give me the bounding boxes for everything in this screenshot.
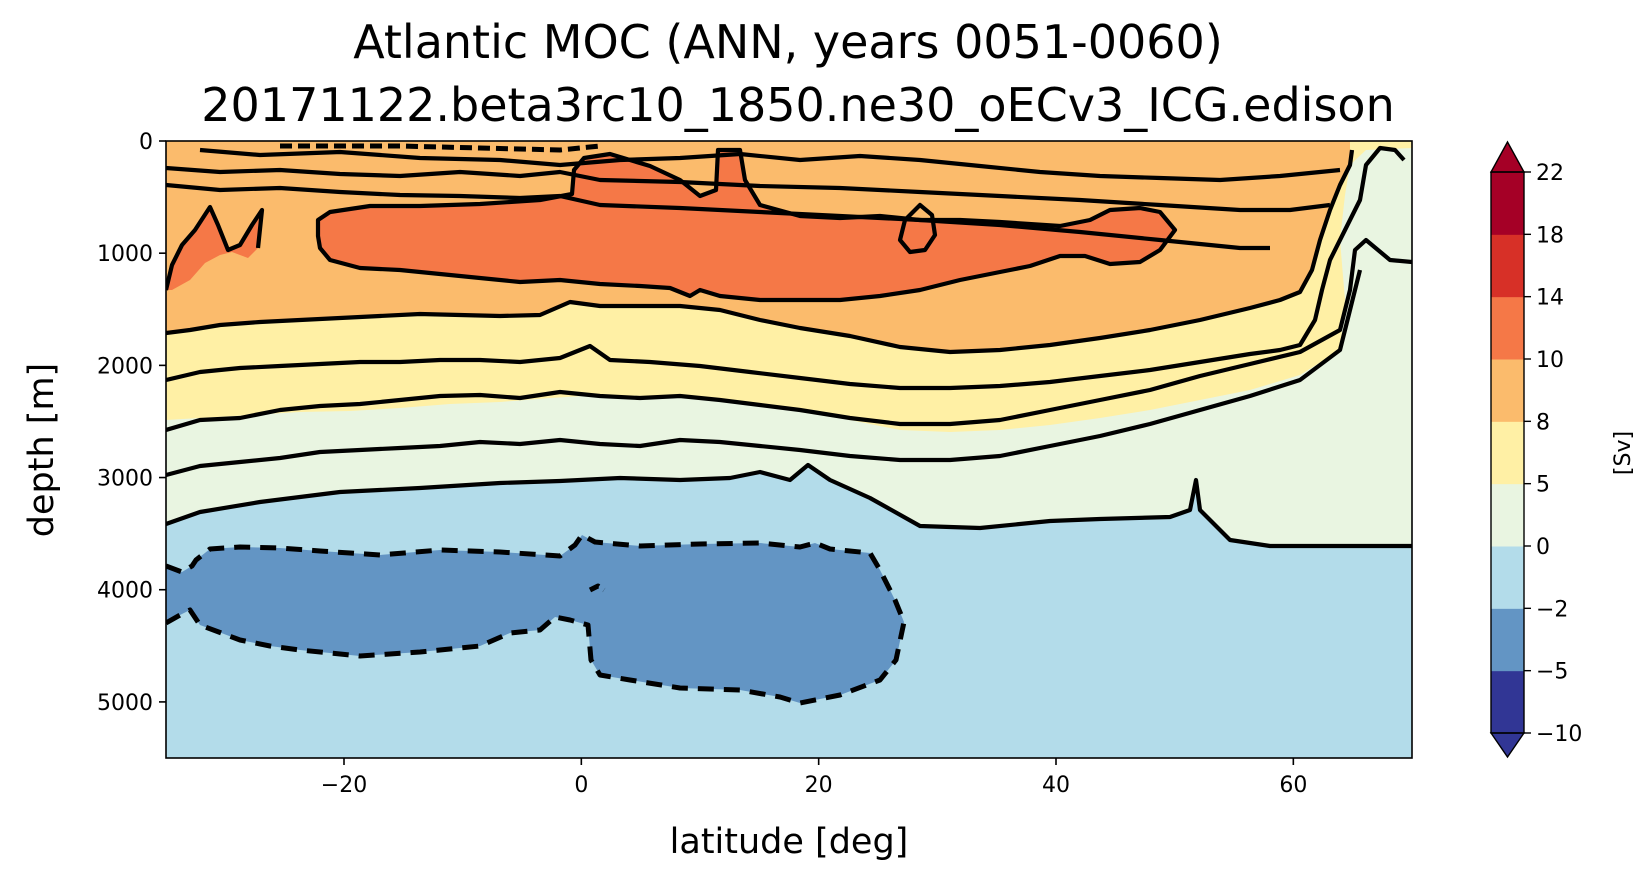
- plot-frame: [165, 140, 1413, 759]
- colorbar-frame: [1490, 171, 1525, 734]
- colorbar-tick-label: −2: [1536, 597, 1568, 622]
- colorbar-segment: [1491, 296, 1524, 360]
- contour-line-10-main: [315, 147, 1178, 303]
- contour-line-10-south: [166, 204, 265, 291]
- y-tick-label: 4000: [97, 579, 153, 604]
- colorbar-segment: [1491, 359, 1524, 422]
- negative-contour-lines: [166, 143, 907, 706]
- colorbar-tick-label: −10: [1536, 722, 1582, 747]
- colorbar-tick-label: 0: [1536, 535, 1550, 560]
- colorbar-tick-label: −5: [1536, 660, 1568, 685]
- colorbar-tick-label: 10: [1536, 348, 1564, 373]
- contour-line-10-island: [897, 202, 938, 255]
- contour-line-2: [166, 237, 1412, 433]
- y-axis-ticks: 0 1000 2000 3000 4000 5000: [97, 130, 166, 716]
- colorbar-tick-label: 14: [1536, 286, 1564, 311]
- colorbar-extend-min: [1489, 732, 1526, 759]
- colorbar: −10 −5 −2 0 5 8 10 14 18 22: [1489, 140, 1582, 759]
- colorbar-label: [Sv]: [1611, 431, 1636, 475]
- chart-title: Atlantic MOC (ANN, years 0051-0060): [353, 15, 1223, 69]
- contour-line-22: [199, 147, 1341, 183]
- contour-line-0: [166, 462, 1412, 549]
- colorbar-segment: [1491, 172, 1524, 235]
- colorbar-tick-label: 8: [1536, 410, 1550, 435]
- colorbar-tick-label: 22: [1536, 161, 1564, 186]
- colorbar-extend-max: [1489, 140, 1526, 173]
- contour-line-1: [166, 269, 1363, 478]
- contour-lines: [166, 145, 1412, 549]
- colorbar-segment: [1491, 670, 1524, 734]
- y-tick-label: 0: [139, 130, 153, 155]
- y-tick-label: 2000: [97, 354, 153, 379]
- contour-line-8: [166, 149, 1355, 355]
- colorbar-segment: [1491, 234, 1524, 298]
- colorbar-segment: [1491, 546, 1524, 609]
- x-tick-label: 0: [574, 773, 588, 798]
- x-tick-label: 40: [1042, 773, 1070, 798]
- fill-level-neg5-neg2: [166, 535, 904, 703]
- fill-level-10-14: [166, 150, 1175, 300]
- y-tick-label: 5000: [97, 691, 153, 716]
- y-tick-label: 3000: [97, 467, 153, 492]
- y-axis-label: depth [m]: [22, 363, 62, 537]
- x-tick-label: −20: [321, 773, 367, 798]
- x-tick-label: 60: [1279, 773, 1307, 798]
- colorbar-segment: [1491, 483, 1524, 547]
- contour-line-neg2-outline: [166, 532, 907, 706]
- x-axis-label: latitude [deg]: [670, 822, 909, 862]
- contour-line-surface-neg: [280, 143, 601, 153]
- x-axis-ticks: −20 0 20 40 60: [321, 758, 1307, 798]
- contour-line-neg2-small: [588, 583, 606, 593]
- colorbar-segment: [1491, 421, 1524, 485]
- contour-line-5: [166, 145, 1406, 391]
- colorbar-tick-label: 5: [1536, 473, 1550, 498]
- y-tick-label: 1000: [97, 242, 153, 267]
- chart-subtitle: 20171122.beta3rc10_1850.ne30_oECv3_ICG.e…: [201, 78, 1394, 132]
- contour-line-14: [166, 182, 1270, 251]
- colorbar-tick-label: 18: [1536, 223, 1564, 248]
- colorbar-segment: [1491, 608, 1524, 672]
- x-tick-label: 20: [805, 773, 833, 798]
- plot-axes: −20 0 20 40 60 0 1000 2000 3000 4000 5000: [97, 130, 1413, 798]
